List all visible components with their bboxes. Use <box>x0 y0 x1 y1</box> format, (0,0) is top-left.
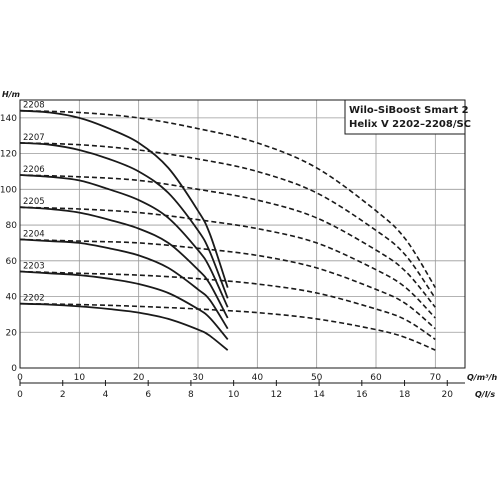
x-tick-label-ls: 2 <box>60 390 66 400</box>
curve-dashed-2208 <box>19 109 436 289</box>
x-tick-label-m3h: 10 <box>74 373 86 383</box>
x-tick-label-ls: 16 <box>356 390 368 400</box>
series-label-2208: 2208 <box>23 101 45 111</box>
chart-title-line: Wilo-SiBoost Smart 2 <box>349 105 469 116</box>
x-tick-label-ls: 6 <box>145 390 151 400</box>
curve-solid-2203 <box>19 270 229 340</box>
series-label-2206: 2206 <box>23 165 45 175</box>
series-label-2202: 2202 <box>23 294 45 304</box>
y-tick-label: 100 <box>0 185 17 195</box>
title-box <box>344 99 466 135</box>
x-axis-title-ls: Q/l/s <box>475 390 495 399</box>
x-tick-label-m3h: 30 <box>192 373 204 383</box>
x-tick-label-ls: 10 <box>228 390 240 400</box>
curve-solid-2206 <box>19 174 229 308</box>
curves <box>19 109 436 351</box>
series-labels: 2208 2207 2206 2205 2204 2203 2202 <box>23 101 45 304</box>
chart-title: Wilo-SiBoost Smart 2 Helix V 2202–2208/SC <box>344 99 471 135</box>
series-label-2205: 2205 <box>23 197 45 207</box>
x-axis-title-m3h: Q/m³/h <box>467 373 497 382</box>
y-tick-label: 120 <box>0 150 17 160</box>
y-tick-label: 60 <box>6 257 18 267</box>
y-axis-title: H/m <box>2 90 20 99</box>
x-tick-label-ls: 12 <box>271 390 282 400</box>
x-tick-label-m3h: 40 <box>252 373 264 383</box>
x-tick-label-ls: 8 <box>188 390 194 400</box>
x-tick-label-ls: 18 <box>399 390 411 400</box>
y-tick-label: 0 <box>11 364 17 374</box>
x-tick-label-m3h: 70 <box>430 373 442 383</box>
x-tick-label-m3h: 60 <box>370 373 382 383</box>
curve-solid-2204 <box>19 238 229 330</box>
x-tick-label-m3h: 20 <box>133 373 145 383</box>
x-tick-label-ls: 20 <box>442 390 454 400</box>
curve-solid-2207 <box>19 142 229 299</box>
y-tick-label: 40 <box>6 293 18 303</box>
curve-solid-2202 <box>19 302 229 351</box>
y-tick-label: 140 <box>0 114 17 124</box>
curve-dashed-2207 <box>19 142 436 299</box>
plot-frame <box>19 99 466 369</box>
y-tick-label: 80 <box>6 221 18 231</box>
curve-dashed-2206 <box>19 174 436 308</box>
x-tick-label-ls: 4 <box>103 390 109 400</box>
x-tick-label-ls: 0 <box>17 390 23 400</box>
chart-title-line: Helix V 2202–2208/SC <box>349 119 471 130</box>
y-tick-label: 20 <box>6 328 18 338</box>
series-label-2207: 2207 <box>23 133 45 143</box>
series-label-2204: 2204 <box>23 229 45 239</box>
series-label-2203: 2203 <box>23 262 45 272</box>
curve-solid-2208 <box>19 109 229 288</box>
x-tick-label-m3h: 50 <box>311 373 323 383</box>
curve-dashed-2203 <box>19 270 436 341</box>
x-tick-label-m3h: 0 <box>17 373 23 383</box>
curve-dashed-2202 <box>19 302 436 351</box>
x-tick-label-ls: 14 <box>313 390 325 400</box>
curve-dashed-2204 <box>19 238 436 330</box>
